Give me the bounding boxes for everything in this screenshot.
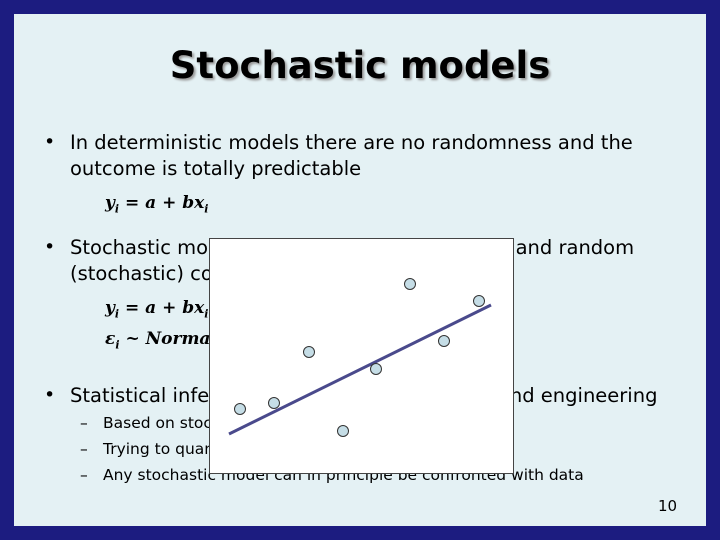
point <box>268 397 280 409</box>
point <box>404 278 416 290</box>
equation-subscript: i <box>114 307 120 321</box>
point <box>438 335 450 347</box>
equation-subscript: i <box>204 307 209 321</box>
equation-part: y <box>105 193 115 213</box>
bullet-text: In deterministic models there are no ran… <box>70 131 633 154</box>
sub-bullet-dash: – <box>80 466 88 484</box>
point <box>303 346 315 358</box>
equation-part: y <box>105 298 115 318</box>
equation-subscript: i <box>204 202 209 216</box>
illustration-frame <box>209 238 514 474</box>
equation: yi = a + bxi <box>105 193 208 215</box>
trend-line <box>228 303 492 436</box>
bullet: • <box>44 131 56 153</box>
page-number: 10 <box>658 497 678 515</box>
sub-bullet-dash: – <box>80 440 88 458</box>
sub-bullet-dash: – <box>80 414 88 432</box>
point <box>473 295 485 307</box>
slide-title: Stochastic models <box>169 44 551 87</box>
equation-part: ε <box>105 329 116 349</box>
equation-part: = a + bx <box>119 298 205 318</box>
bullet: • <box>44 384 56 406</box>
scatter-illustration <box>209 238 514 474</box>
point <box>337 425 349 437</box>
bullet: • <box>44 236 56 258</box>
equation-subscript: i <box>114 202 120 216</box>
point <box>370 363 382 375</box>
equation-subscript: i <box>115 338 120 352</box>
bullet-text: outcome is totally predictable <box>70 157 362 180</box>
point <box>234 403 246 415</box>
equation-part: = a + bx <box>119 193 205 213</box>
